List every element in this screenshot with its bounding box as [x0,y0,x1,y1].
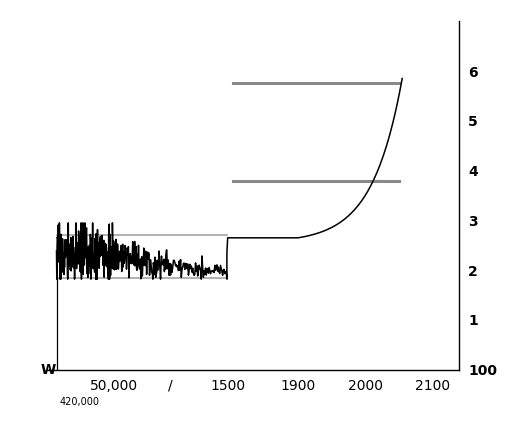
Text: 420,000: 420,000 [59,397,99,407]
Text: W: W [40,363,55,377]
